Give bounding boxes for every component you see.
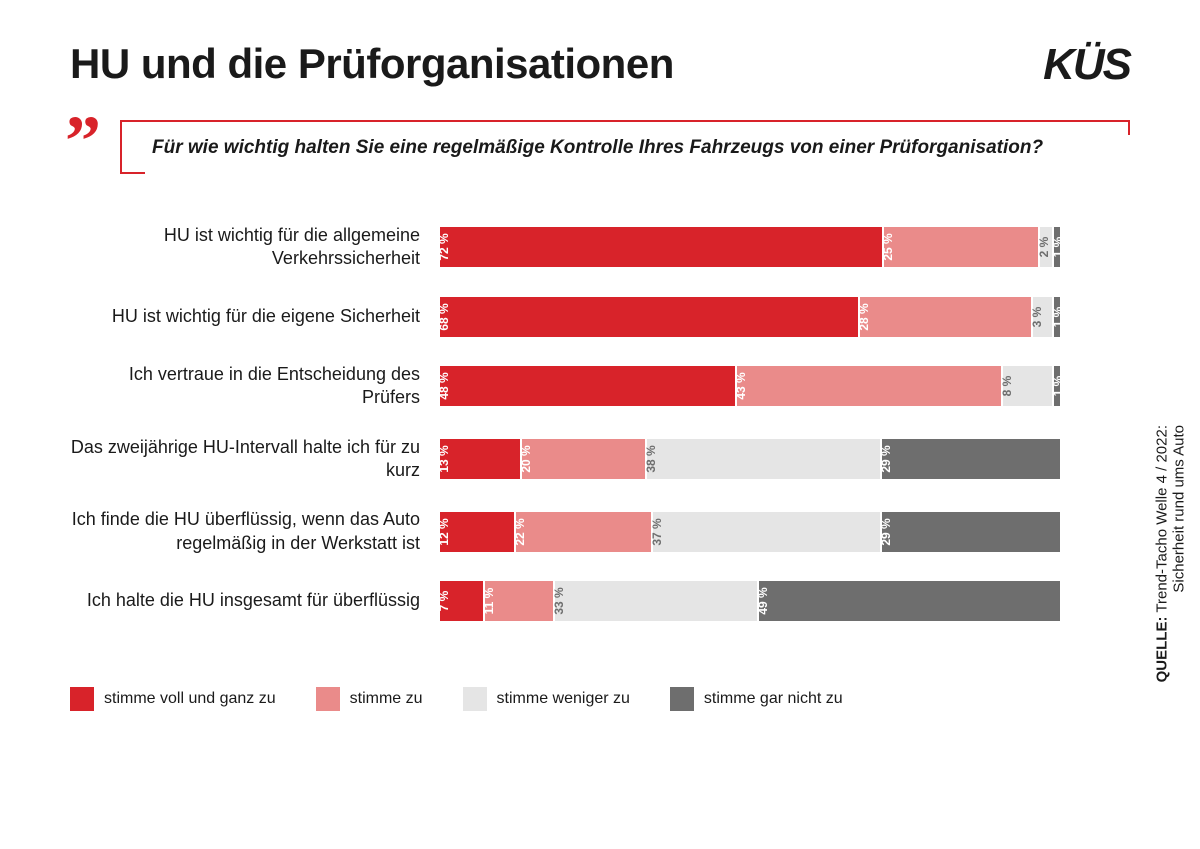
bar-container: 12 %22 %37 %29 % (440, 512, 1060, 552)
segment-value: 1 % (1051, 227, 1065, 248)
segment-value: 29 % (879, 432, 893, 459)
legend-swatch (70, 687, 94, 711)
segment-value: 68 % (437, 289, 451, 316)
question-frame: Für wie wichtig halten Sie eine regelmäß… (120, 120, 1130, 174)
bar-segment: 11 % (485, 581, 553, 621)
segment-value: 72 % (437, 220, 451, 247)
bar-segment: 8 % (1003, 366, 1052, 406)
bar-segment: 33 % (555, 581, 758, 621)
page-title: HU und die Prüforganisationen (70, 40, 674, 88)
bar-container: 7 % 11 %33 %49 % (440, 581, 1060, 621)
source-line1: Trend-Tacho Welle 4 / 2022: (1153, 425, 1170, 613)
bar-segment: 1 % (1054, 366, 1060, 406)
bar-segment: 1 % (1054, 227, 1060, 267)
bar-segment: 25 % (884, 227, 1038, 267)
legend-item: stimme gar nicht zu (670, 687, 843, 711)
segment-value: 2 % (1037, 227, 1051, 248)
legend-label: stimme zu (350, 690, 423, 708)
segment-value: 33 % (552, 574, 566, 601)
bar-container: 48 %43 %8 % 1 % (440, 366, 1060, 406)
segment-value: 22 % (513, 504, 527, 531)
source-prefix: QUELLE: (1153, 616, 1170, 682)
row-label: Das zweijährige HU-Intervall halte ich f… (70, 436, 440, 483)
row-label: Ich halte die HU insgesamt für überflüss… (70, 589, 440, 612)
bar-segment: 48 % (440, 366, 735, 406)
chart-row: Ich finde die HU überflüssig, wenn das A… (70, 508, 1060, 555)
segment-value: 8 % (1000, 365, 1014, 386)
segment-value: 38 % (644, 432, 658, 459)
segment-value: 7 % (437, 580, 451, 601)
row-label: HU ist wichtig für die eigene Sicherheit (70, 305, 440, 328)
source-citation: QUELLE: Trend-Tacho Welle 4 / 2022: Sich… (1153, 425, 1187, 682)
bar-container: 72 %25 %2 %1 % (440, 227, 1060, 267)
legend-item: stimme weniger zu (463, 687, 630, 711)
bar-segment: 49 % (759, 581, 1060, 621)
chart-row: Ich vertraue in die Entscheidung des Prü… (70, 363, 1060, 410)
row-label: HU ist wichtig für die allgemeine Verkeh… (70, 224, 440, 271)
question-box: ” Für wie wichtig halten Sie eine regelm… (70, 120, 1130, 174)
segment-value: 25 % (881, 220, 895, 247)
legend-swatch (670, 687, 694, 711)
bar-segment: 7 % (440, 581, 483, 621)
bar-segment: 29 % (882, 439, 1060, 479)
bar-segment: 13 % (440, 439, 520, 479)
legend: stimme voll und ganz zu stimme zu stimme w… (0, 667, 1200, 711)
segment-value: 28 % (857, 289, 871, 316)
segment-value: 3 % (1030, 296, 1044, 317)
bar-segment: 28 % (860, 297, 1032, 337)
segment-value: 13 % (437, 432, 451, 459)
segment-value: 11 % (482, 574, 496, 601)
bar-segment: 68 % (440, 297, 858, 337)
question-text: Für wie wichtig halten Sie eine regelmäß… (152, 137, 1110, 159)
chart-area: HU ist wichtig für die allgemeine Verkeh… (0, 204, 1200, 667)
row-label: Ich vertraue in die Entscheidung des Prü… (70, 363, 440, 410)
bar-segment: 3 % (1033, 297, 1051, 337)
legend-swatch (316, 687, 340, 711)
segment-value: 29 % (879, 504, 893, 531)
bar-container: 68 %28 %3 % 1 % (440, 297, 1060, 337)
segment-value: 43 % (734, 359, 748, 386)
bar-segment: 12 % (440, 512, 514, 552)
legend-label: stimme gar nicht zu (704, 690, 843, 708)
bar-segment: 72 % (440, 227, 882, 267)
segment-value: 20 % (519, 432, 533, 459)
header: HU und die Prüforganisationen KÜS (0, 0, 1200, 110)
legend-item: stimme voll und ganz zu (70, 687, 276, 711)
bar-segment: 43 % (737, 366, 1001, 406)
segment-value: 12 % (437, 504, 451, 531)
bar-segment: 37 % (653, 512, 880, 552)
chart-row: HU ist wichtig für die eigene Sicherheit… (70, 297, 1060, 337)
legend-item: stimme zu (316, 687, 423, 711)
bar-segment: 20 % (522, 439, 645, 479)
source-line2: Sicherheit rund ums Auto (1170, 425, 1187, 593)
segment-value: 1 % (1051, 365, 1065, 386)
quote-icon: ” (65, 105, 101, 177)
legend-swatch (463, 687, 487, 711)
chart-row: Das zweijährige HU-Intervall halte ich f… (70, 436, 1060, 483)
bar-container: 13 %20 %38 %29 % (440, 439, 1060, 479)
chart-row: HU ist wichtig für die allgemeine Verkeh… (70, 224, 1060, 271)
segment-value: 48 % (437, 359, 451, 386)
logo: KÜS (1043, 40, 1130, 90)
row-label: Ich finde die HU überflüssig, wenn das A… (70, 508, 440, 555)
bar-segment: 22 % (516, 512, 651, 552)
segment-value: 49 % (756, 574, 770, 601)
segment-value: 1 % (1051, 296, 1065, 317)
legend-label: stimme weniger zu (497, 690, 630, 708)
bar-segment: 38 % (647, 439, 880, 479)
bar-segment: 29 % (882, 512, 1060, 552)
legend-label: stimme voll und ganz zu (104, 690, 276, 708)
chart-row: Ich halte die HU insgesamt für überflüss… (70, 581, 1060, 621)
segment-value: 37 % (650, 504, 664, 531)
bar-segment: 1 % (1054, 297, 1060, 337)
